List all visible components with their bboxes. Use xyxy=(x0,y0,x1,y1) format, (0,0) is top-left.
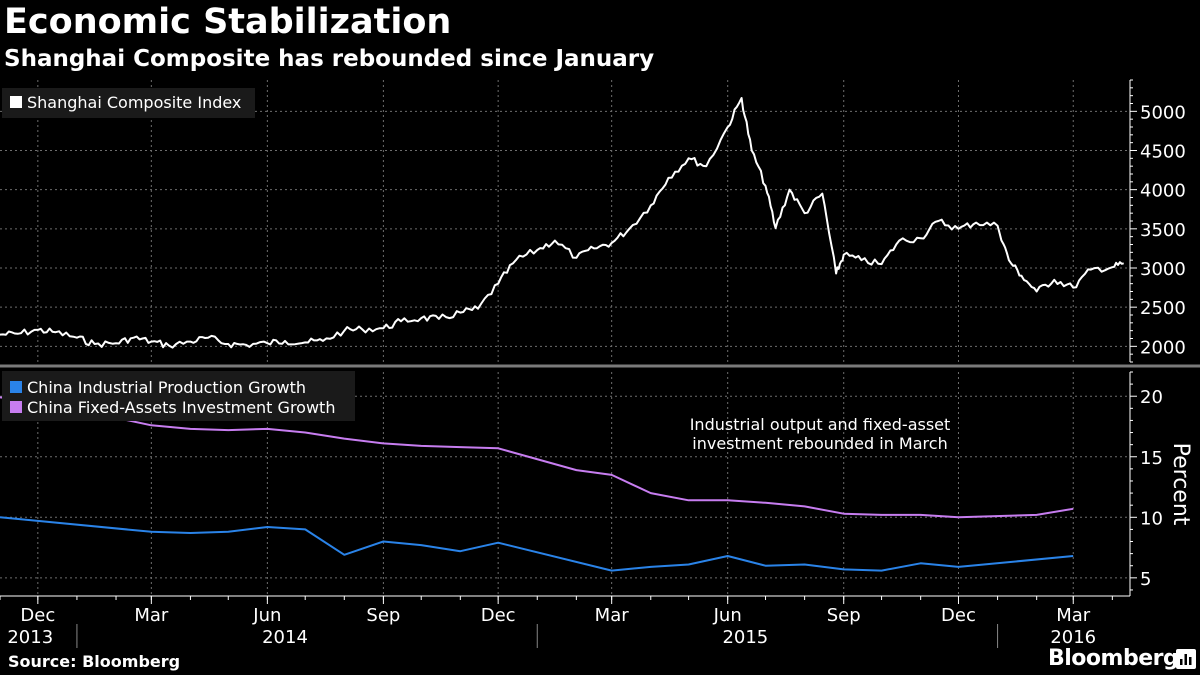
annotation: Industrial output and fixed-asset invest… xyxy=(690,415,951,453)
top-legend: Shanghai Composite Index xyxy=(2,88,255,118)
x-tick-label: Dec xyxy=(481,605,516,626)
bottom-y-tick-label: 20 xyxy=(1140,387,1163,408)
top-y-tick-label: 5000 xyxy=(1140,102,1186,123)
year-label: 2014 xyxy=(262,627,308,648)
growth-series-line-0 xyxy=(0,516,1074,572)
year-label: 2015 xyxy=(722,627,768,648)
x-tick-label: Dec xyxy=(941,605,976,626)
top-y-tick-label: 4000 xyxy=(1140,181,1186,202)
legend-swatch-fixed-assets xyxy=(10,401,22,413)
x-tick-label: Jun xyxy=(252,605,281,626)
chart-title: Economic Stabilization xyxy=(4,2,452,42)
legend-swatch-shanghai xyxy=(10,96,22,108)
source-note: Source: Bloomberg xyxy=(8,652,181,671)
top-y-axis: 2000 2500 3000 3500 4000 4500 5000 xyxy=(1129,79,1186,363)
x-tick-label: Dec xyxy=(20,605,55,626)
year-label: 2016 xyxy=(1050,627,1096,648)
x-tick-label: Sep xyxy=(366,605,400,626)
x-tick-label: Jun xyxy=(713,605,742,626)
bottom-panel-grid xyxy=(0,372,1130,596)
top-y-tick-label: 3000 xyxy=(1140,259,1186,280)
x-axis: Dec Mar Jun Sep Dec Mar Jun Sep Dec Mar 2013 2014 20… xyxy=(0,595,1130,648)
chart-subtitle: Shanghai Composite has rebounded since J… xyxy=(4,46,655,72)
year-label: 2013 xyxy=(7,627,53,648)
legend-label-industrial: China Industrial Production Growth xyxy=(27,378,306,397)
top-panel-grid xyxy=(0,80,1130,362)
x-tick-label: Mar xyxy=(134,605,169,626)
annotation-line-1: Industrial output and fixed-asset xyxy=(690,415,951,434)
top-series-group xyxy=(0,97,1124,349)
top-y-tick-label: 2500 xyxy=(1140,298,1186,319)
legend-label-shanghai: Shanghai Composite Index xyxy=(27,93,241,112)
x-tick-label: Sep xyxy=(827,605,861,626)
legend-swatch-industrial xyxy=(10,381,22,393)
shanghai-series-line-0 xyxy=(0,97,1124,349)
y-axis-label-percent: Percent xyxy=(1168,443,1193,526)
x-tick-label: Mar xyxy=(595,605,630,626)
bottom-legend: China Industrial Production Growth China… xyxy=(2,371,355,421)
top-y-tick-label: 2000 xyxy=(1140,337,1186,358)
bottom-y-tick-label: 5 xyxy=(1140,569,1151,590)
bottom-legend-box xyxy=(2,371,355,421)
x-tick-label: Mar xyxy=(1056,605,1091,626)
top-legend-box xyxy=(2,88,255,118)
growth-series-line-1 xyxy=(0,396,1074,519)
chart-icon xyxy=(1176,649,1196,669)
top-y-tick-label: 3500 xyxy=(1140,220,1186,241)
top-y-tick-label: 4500 xyxy=(1140,142,1186,163)
legend-label-fixed-assets: China Fixed-Assets Investment Growth xyxy=(27,398,335,417)
bottom-y-tick-label: 15 xyxy=(1140,448,1163,469)
bottom-series-group xyxy=(0,396,1074,572)
bottom-y-axis: 5 10 15 20 xyxy=(1129,371,1163,596)
brand-logo-text: Bloomberg xyxy=(1048,646,1179,671)
bottom-y-tick-label: 10 xyxy=(1140,508,1163,529)
annotation-line-2: investment rebounded in March xyxy=(692,434,947,453)
